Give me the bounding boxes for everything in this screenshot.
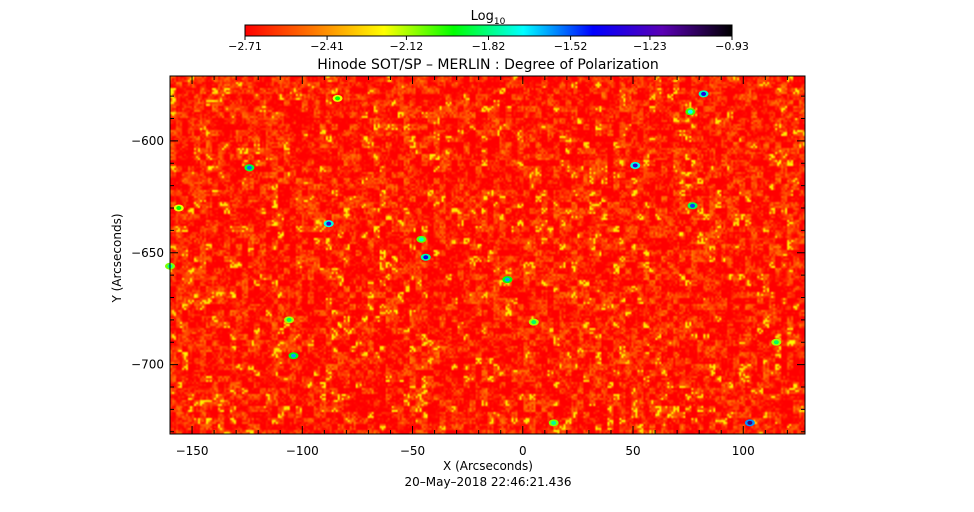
x-tick-label: −50 [400, 444, 425, 458]
colorbar-tick-label: −1.23 [633, 40, 667, 53]
feature-core [326, 221, 332, 226]
feature-core [286, 317, 292, 322]
feature-core [773, 340, 779, 345]
x-axis-label: X (Arcseconds) [443, 459, 533, 473]
colorbar-tick-label: −1.52 [554, 40, 588, 53]
colorbar: Log10 −2.71 −2.41 −2.12 −1.82 −1.52 −1.23 −0.9… [228, 9, 749, 53]
polarization-map [170, 76, 805, 434]
feature-core [551, 420, 557, 425]
plot-frame [169, 75, 806, 435]
colorbar-tick-label: −2.12 [390, 40, 424, 53]
colorbar-tick-label: −1.82 [472, 40, 506, 53]
feature-core [747, 420, 753, 425]
feature-core [246, 165, 252, 170]
x-tick-label: 0 [519, 444, 527, 458]
x-tick-label: 100 [732, 444, 755, 458]
colorbar-tick-label: −2.71 [228, 40, 262, 53]
observation-timestamp: 20–May–2018 22:46:21.436 [404, 475, 571, 489]
y-tick-label: −600 [131, 134, 164, 148]
feature-core [504, 277, 510, 282]
colorbar-tick-label: −2.41 [310, 40, 344, 53]
x-axis: −150 −100 −50 0 50 100 [169, 76, 788, 458]
colorbar-scale [244, 24, 733, 37]
feature-core [690, 203, 696, 208]
feature-core [687, 109, 693, 114]
feature-core [423, 255, 429, 260]
feature-core [176, 206, 182, 211]
y-tick-label: −650 [131, 246, 164, 260]
y-tick-label: −700 [131, 358, 164, 372]
chart-title: Hinode SOT/SP – MERLIN : Degree of Polar… [317, 57, 659, 73]
plot-area: −150 −100 −50 0 50 100 −600 −650 −700 [131, 75, 806, 458]
feature-core [531, 320, 537, 325]
colorbar-tick-label: −0.93 [715, 40, 749, 53]
feature-core [632, 163, 638, 168]
y-axis-label: Y (Arcseconds) [110, 213, 124, 303]
feature-core [335, 96, 341, 101]
feature-core [290, 353, 296, 358]
colorbar-ticks: −2.71 −2.41 −2.12 −1.82 −1.52 −1.23 −0.93 [228, 36, 749, 53]
x-tick-label: −100 [286, 444, 319, 458]
feature-core [418, 237, 424, 242]
x-tick-label: −150 [176, 444, 209, 458]
x-tick-label: 50 [625, 444, 640, 458]
colorbar-label: Log10 [471, 9, 506, 27]
feature-core [701, 91, 707, 96]
y-axis: −600 −650 −700 [131, 95, 805, 433]
